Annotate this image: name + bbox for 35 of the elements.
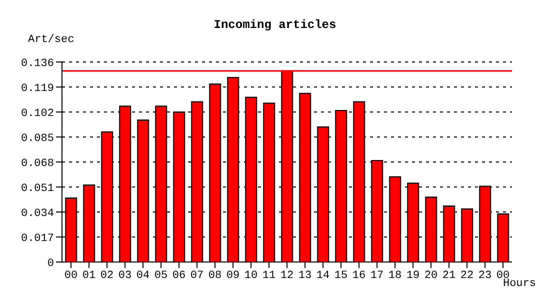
y-tick-label: 0.051 [20, 182, 54, 195]
x-tick-label: 03 [118, 270, 132, 282]
x-tick-label: 13 [298, 270, 312, 282]
x-tick-label: 23 [478, 270, 492, 282]
y-tick-label: 0 [47, 258, 54, 270]
y-tick-label: 0.068 [20, 158, 54, 170]
x-tick-label: 07 [190, 270, 204, 282]
x-tick-label: 02 [100, 270, 114, 282]
x-tick-label: 19 [406, 270, 420, 282]
x-tick-label: 18 [388, 270, 402, 282]
y-tick-label: 0.119 [20, 82, 54, 95]
x-tick-label: 20 [424, 270, 438, 282]
x-tick-label: 14 [316, 270, 330, 282]
x-tick-label: 08 [208, 270, 222, 282]
x-tick-label: 21 [442, 270, 456, 282]
x-tick-label: 16 [352, 270, 366, 282]
y-tick-label: 0.017 [20, 232, 54, 245]
x-tick-label: 00 [64, 270, 78, 282]
chart-title: Incoming articles [212, 18, 338, 32]
x-tick-label: 09 [226, 270, 240, 282]
x-tick-label: 15 [334, 270, 348, 282]
x-tick-label: 10 [244, 270, 258, 282]
x-tick-label: 11 [262, 270, 276, 282]
y-axis-title: Art/sec [28, 34, 74, 46]
x-tick-label: 17 [370, 270, 384, 282]
x-tick-label: 01 [82, 270, 96, 282]
x-tick-label: 22 [460, 270, 474, 282]
x-tick-label: 12 [280, 270, 294, 282]
y-tick-label: 0.034 [20, 208, 54, 220]
y-tick-label: 0.102 [20, 108, 54, 120]
y-tick-label: 0.136 [20, 58, 54, 70]
x-tick-label: 05 [154, 270, 168, 282]
x-tick-label: 04 [136, 270, 150, 282]
x-tick-label: 06 [172, 270, 186, 282]
y-tick-label: 0.085 [20, 132, 54, 145]
